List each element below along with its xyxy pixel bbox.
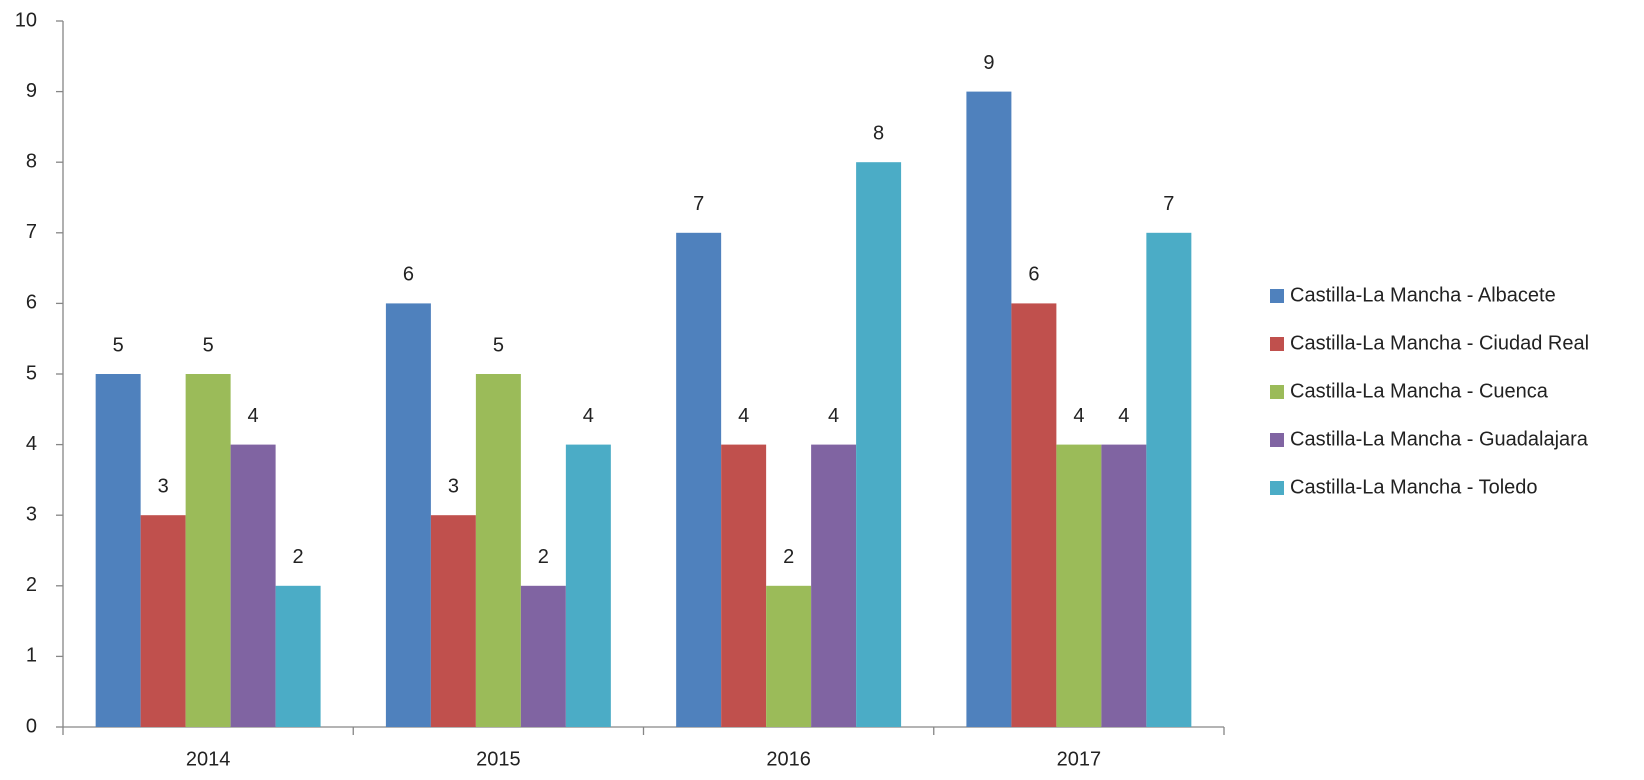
y-tick-label: 7 xyxy=(26,221,37,243)
x-tick-label: 2015 xyxy=(476,748,521,770)
x-tick-label: 2016 xyxy=(766,748,811,770)
data-label: 4 xyxy=(828,405,839,427)
bar xyxy=(1011,303,1056,727)
legend-label: Castilla-La Mancha - Toledo xyxy=(1290,476,1538,498)
data-label: 7 xyxy=(693,193,704,215)
chart: 0 1 2 3 4 5 6 7 8 9 10 2014 5 3 5 4 2 2015 6 3 5 2 4 2016 7 4 2 4 8 2… xyxy=(0,0,1644,775)
data-label: 4 xyxy=(1118,405,1129,427)
data-label: 5 xyxy=(113,334,124,356)
bar xyxy=(566,445,611,727)
y-tick-label: 5 xyxy=(26,362,37,384)
bar xyxy=(676,233,721,727)
bar xyxy=(476,374,521,727)
y-tick-label: 2 xyxy=(26,574,37,596)
x-tick-label: 2017 xyxy=(1057,748,1102,770)
legend-swatch xyxy=(1270,481,1284,495)
data-label: 8 xyxy=(873,122,884,144)
data-label: 6 xyxy=(403,264,414,286)
bar xyxy=(766,586,811,727)
bar xyxy=(811,445,856,727)
bar xyxy=(1101,445,1146,727)
data-label: 4 xyxy=(248,405,259,427)
data-label: 2 xyxy=(538,546,549,568)
bar xyxy=(141,515,186,727)
y-tick-label: 1 xyxy=(26,645,37,667)
y-tick-label: 3 xyxy=(26,503,37,525)
bar xyxy=(856,162,901,727)
data-label: 5 xyxy=(493,334,504,356)
bar xyxy=(96,374,141,727)
data-label: 2 xyxy=(293,546,304,568)
bar xyxy=(966,92,1011,727)
legend-swatch xyxy=(1270,433,1284,447)
bar xyxy=(1146,233,1191,727)
data-label: 2 xyxy=(783,546,794,568)
bar xyxy=(521,586,566,727)
data-label: 3 xyxy=(158,475,169,497)
data-label: 3 xyxy=(448,475,459,497)
data-label: 4 xyxy=(1073,405,1084,427)
y-tick-label: 0 xyxy=(26,715,37,737)
legend-label: Castilla-La Mancha - Cuenca xyxy=(1290,380,1549,402)
y-tick-label: 10 xyxy=(15,9,37,31)
data-label: 6 xyxy=(1028,264,1039,286)
legend-label: Castilla-La Mancha - Guadalajara xyxy=(1290,428,1589,450)
data-label: 4 xyxy=(738,405,749,427)
bar xyxy=(431,515,476,727)
bar xyxy=(186,374,231,727)
legend-label: Castilla-La Mancha - Albacete xyxy=(1290,284,1556,306)
y-tick-label: 8 xyxy=(26,150,37,172)
legend-swatch xyxy=(1270,385,1284,399)
legend-label: Castilla-La Mancha - Ciudad Real xyxy=(1290,332,1589,354)
data-label: 7 xyxy=(1163,193,1174,215)
bar xyxy=(1056,445,1101,727)
bar xyxy=(276,586,321,727)
x-tick-label: 2014 xyxy=(186,748,231,770)
page: 0 1 2 3 4 5 6 7 8 9 10 2014 5 3 5 4 2 2015 6 3 5 2 4 2016 7 4 2 4 8 2… xyxy=(0,0,1644,780)
y-tick-label: 9 xyxy=(26,80,37,102)
bar xyxy=(721,445,766,727)
bar xyxy=(231,445,276,727)
y-tick-label: 6 xyxy=(26,292,37,314)
data-label: 9 xyxy=(983,52,994,74)
legend-swatch xyxy=(1270,289,1284,303)
legend-swatch xyxy=(1270,337,1284,351)
bar xyxy=(386,303,431,727)
data-label: 4 xyxy=(583,405,594,427)
data-label: 5 xyxy=(203,334,214,356)
y-tick-label: 4 xyxy=(26,433,37,455)
